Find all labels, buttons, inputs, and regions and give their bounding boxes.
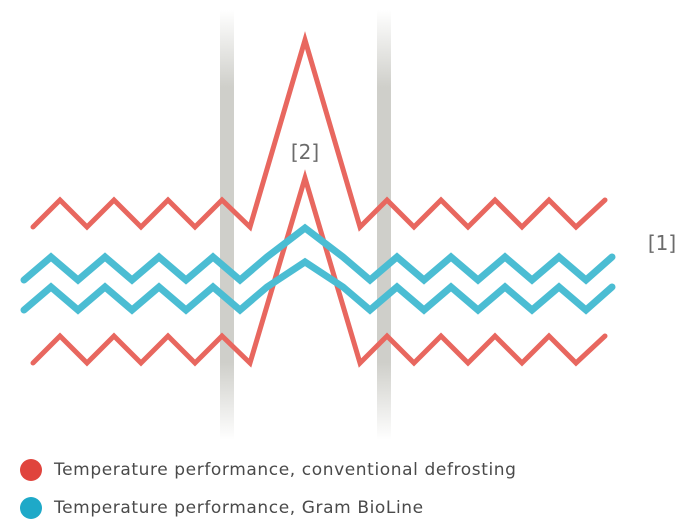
red-dot-icon: [20, 459, 42, 481]
conventional-upper-curve: [30, 31, 608, 232]
legend-item-bioline: Temperature performance, Gram BioLine: [20, 493, 517, 523]
blue-dot-icon: [20, 497, 42, 519]
defrost-band-right: [377, 10, 391, 440]
defrost-band-left: [220, 10, 234, 440]
temperature-diagram: [2] [1]: [20, 10, 676, 440]
legend: Temperature performance, conventional de…: [20, 455, 517, 531]
bioline-upper-curve: [20, 223, 616, 285]
legend-item-conventional: Temperature performance, conventional de…: [20, 455, 517, 485]
legend-label-conventional: Temperature performance, conventional de…: [54, 460, 517, 480]
conventional-lower-curve: [30, 169, 608, 368]
bioline-lower-curve: [20, 257, 616, 315]
legend-label-bioline: Temperature performance, Gram BioLine: [54, 498, 424, 518]
marker-2-label: [2]: [291, 140, 319, 164]
marker-1-label: [1]: [648, 231, 676, 255]
